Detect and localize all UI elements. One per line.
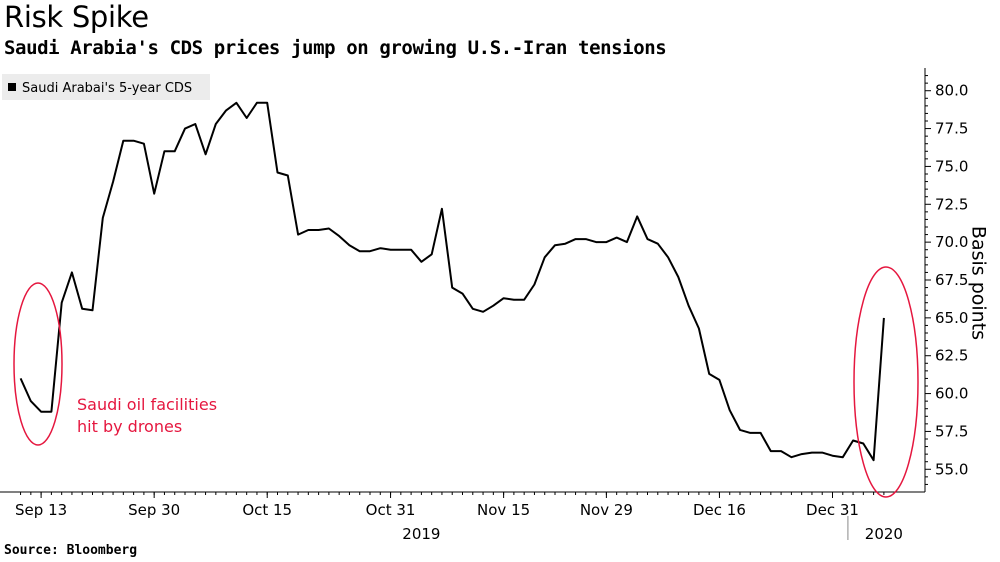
y-tick-label: 65.0 [935, 309, 968, 327]
y-tick-label: 75.0 [935, 157, 968, 175]
legend-background [2, 74, 210, 100]
y-axis-title: Basis points [968, 226, 990, 340]
source-note: Source: Bloomberg [4, 543, 138, 558]
x-axis-ticks: Sep 13 Sep 30 Oct 15 Oct 31 Nov 15 Nov 29 Dec … [15, 492, 903, 543]
annotation-text-line-2: hit by drones [77, 417, 182, 436]
y-tick-label: 60.0 [935, 385, 968, 403]
y-tick-label: 80.0 [935, 82, 968, 100]
cds-series-line [19, 101, 885, 462]
x-tick-label: Nov 29 [580, 501, 633, 519]
legend-label: Saudi Arabai's 5-year CDS [22, 81, 192, 96]
y-tick-label: 77.5 [935, 120, 968, 138]
y-tick-label: 70.0 [935, 233, 968, 251]
y-tick-label: 55.0 [935, 460, 968, 478]
annotation-ellipse-jan2020 [853, 266, 919, 498]
x-year-label: 2019 [402, 525, 440, 543]
annotation-ellipse-sep13 [13, 282, 63, 446]
y-axis-ticks: 55.0 57.5 60.0 62.5 65.0 67.5 70.0 72.5 75.0 77.5… [925, 75, 968, 485]
chart-subtitle: Saudi Arabia's CDS prices jump on growin… [4, 37, 667, 59]
x-tick-label: Sep 13 [15, 501, 67, 519]
x-tick-label: Nov 15 [477, 501, 530, 519]
y-tick-label: 57.5 [935, 422, 968, 440]
y-tick-label: 72.5 [935, 195, 968, 213]
x-tick-label: Oct 31 [366, 501, 416, 519]
y-tick-label: 62.5 [935, 347, 968, 365]
y-tick-label: 67.5 [935, 271, 968, 289]
x-tick-label: Oct 15 [242, 501, 292, 519]
x-tick-label: Sep 30 [128, 501, 180, 519]
x-year-label: 2020 [865, 525, 903, 543]
legend-swatch [8, 83, 16, 91]
x-tick-label: Dec 16 [693, 501, 746, 519]
x-tick-label: Dec 31 [806, 501, 859, 519]
legend: Saudi Arabai's 5-year CDS [2, 74, 210, 100]
annotation-text-line-1: Saudi oil facilities [77, 395, 217, 414]
chart-title: Risk Spike [4, 0, 149, 34]
